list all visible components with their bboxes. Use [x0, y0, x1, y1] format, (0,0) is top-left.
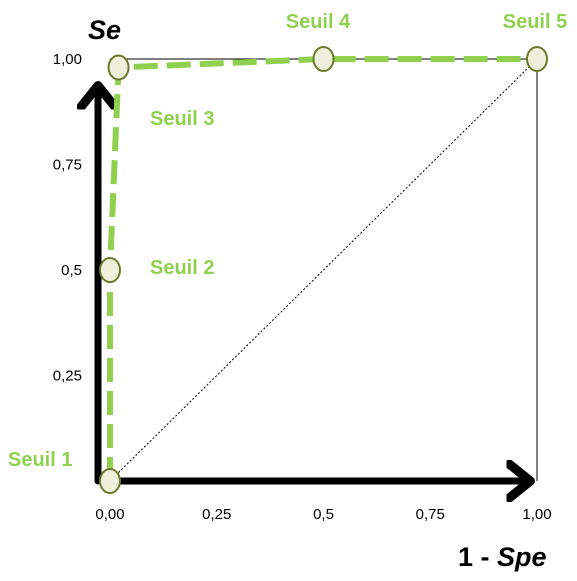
x-tick-label: 0,25	[202, 506, 231, 523]
threshold-label: Seuil 5	[503, 11, 567, 33]
x-tick-label: 0,75	[416, 506, 445, 523]
y-tick-label: 0,75	[53, 157, 82, 174]
x-tick-label: 0,00	[95, 506, 124, 523]
threshold-label: Seuil 4	[286, 11, 351, 33]
y-tick-label: 0,25	[53, 368, 82, 385]
threshold-label: Seuil 3	[150, 108, 214, 130]
diagonal-reference-line	[109, 58, 538, 482]
threshold-marker	[99, 257, 121, 283]
threshold-markers	[99, 46, 548, 494]
threshold-label: Seuil 2	[150, 257, 214, 279]
y-tick-label: 1,00	[53, 51, 82, 68]
threshold-labels: Seuil 1 Seuil 2 Seuil 3 Seuil 4 Seuil 5	[8, 11, 567, 471]
threshold-marker	[312, 46, 335, 72]
x-tick-label: 1,00	[522, 506, 551, 523]
x-tick-labels: 0,00 0,25 0,5 0,75 1,00	[95, 506, 551, 523]
x-axis-title-prefix: 1 -	[458, 542, 497, 572]
x-axis-title: 1 - Spe	[458, 542, 547, 572]
threshold-marker	[526, 46, 548, 72]
x-axis-title-italic: Spe	[497, 542, 547, 572]
x-tick-label: 0,5	[313, 506, 334, 523]
threshold-label: Seuil 1	[8, 449, 72, 471]
axes	[98, 87, 529, 481]
threshold-marker	[107, 54, 130, 81]
y-tick-labels: 0,25 0,5 0,75 1,00	[53, 51, 82, 385]
y-axis-title: Se	[88, 15, 121, 45]
threshold-marker	[99, 468, 121, 494]
y-tick-label: 0,5	[61, 262, 82, 279]
